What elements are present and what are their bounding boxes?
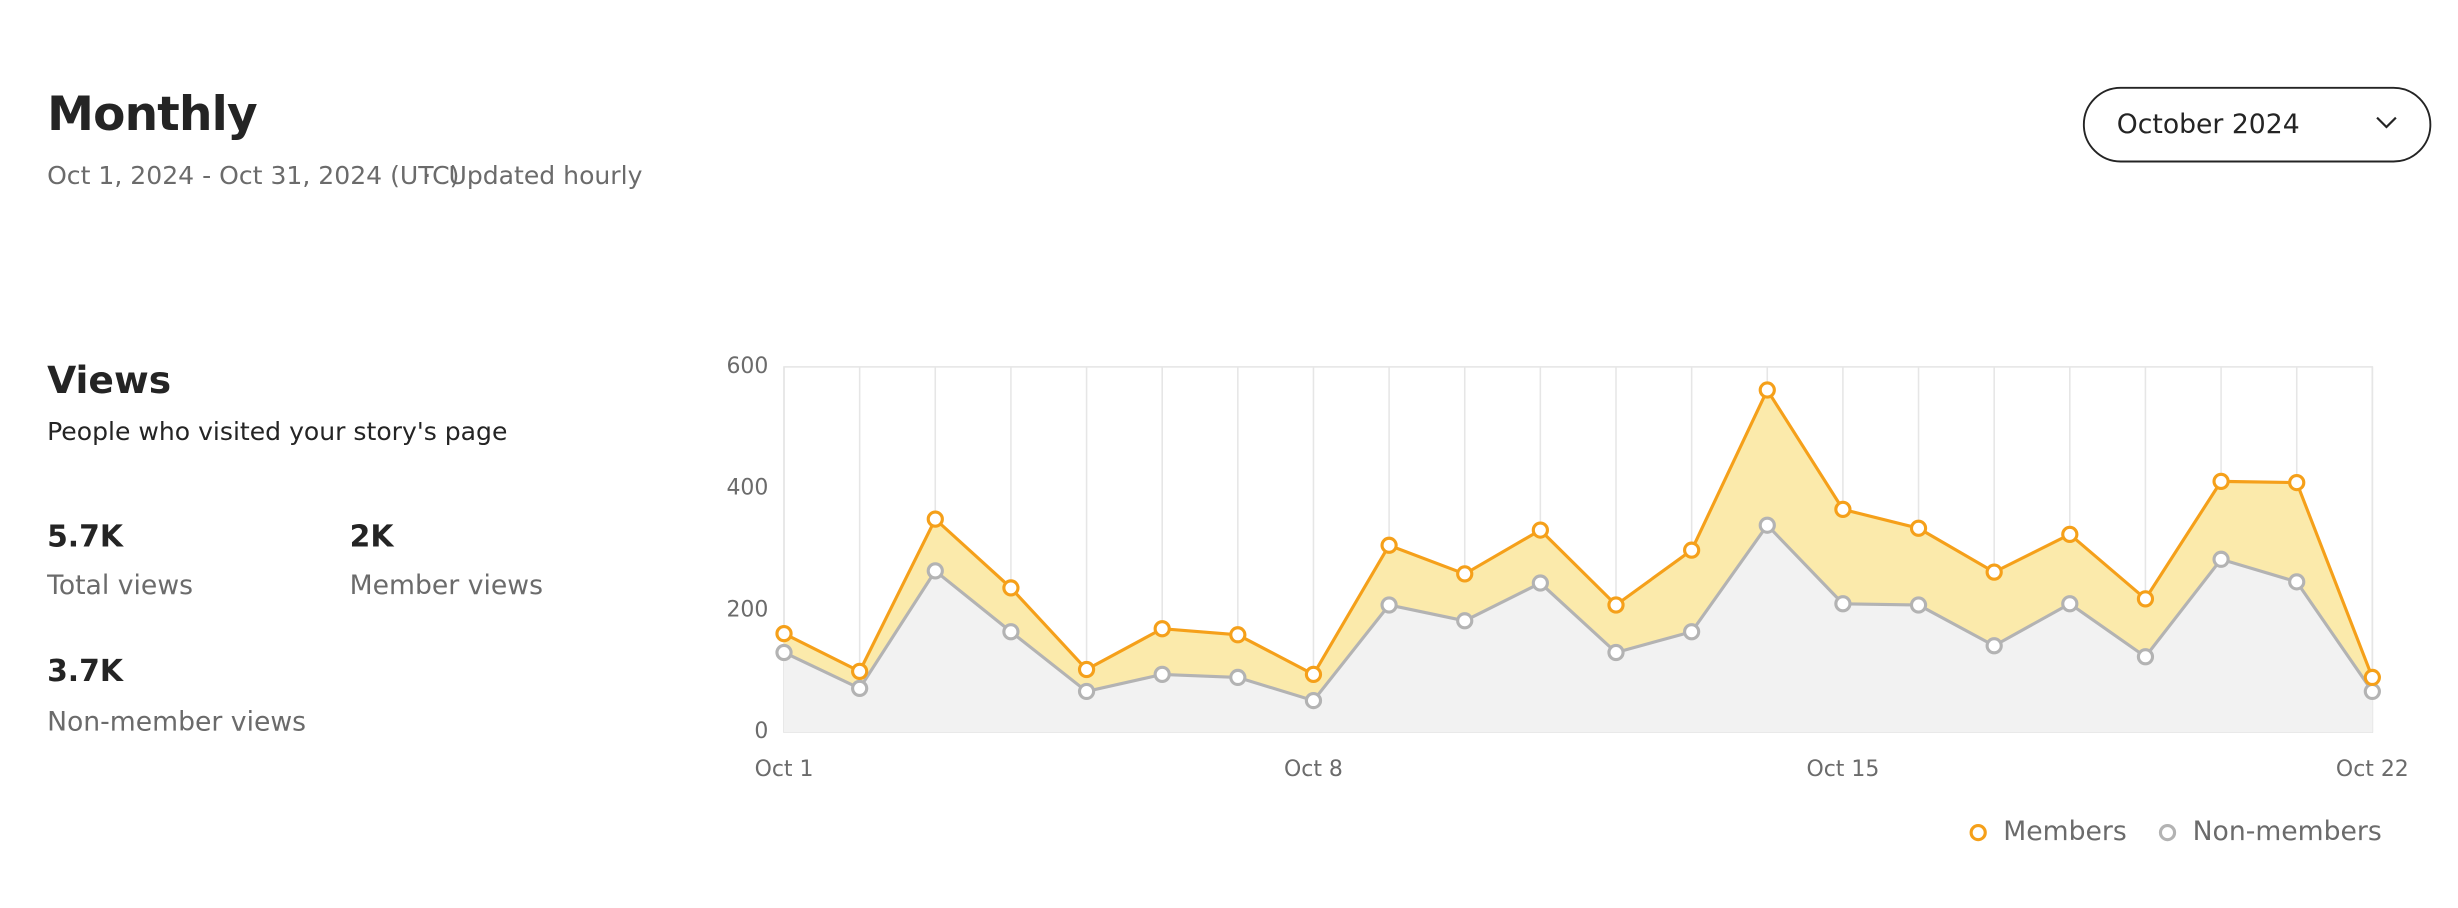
data-point [2363,668,2381,687]
data-point [1683,623,1701,641]
data-point [2136,648,2155,666]
data-point [1985,563,2003,581]
stat-label: Total views [46,570,193,601]
data-point [1531,574,1549,592]
data-point [1909,596,1928,614]
data-point [1758,381,1776,399]
data-point [1683,541,1701,559]
data-point [2288,573,2306,591]
data-point [1607,596,1625,614]
data-point [2061,595,2079,613]
stat-value: 5.7K [47,519,124,554]
data-point [926,562,944,580]
chevron-icon[interactable] [2376,116,2397,129]
legend-label: Non-members [2193,816,2382,847]
views-chart: 0 200 400 600 Oct 1 Oct 8 Oct 15 Oct 22 Members N… [726,354,2408,847]
data-point [2363,682,2381,701]
data-point [775,624,793,643]
area-fill [784,525,2373,733]
data-point [1607,643,1625,662]
stat-value: 2K [350,519,395,554]
x-tick-label: Oct 8 [1284,757,1343,782]
legend-marker [1969,823,1987,842]
stat-value: 3.7K [47,654,124,689]
data-point [1380,536,1398,554]
data-point [1531,521,1549,539]
x-tick-label: Oct 22 [2336,757,2409,782]
page-title: Monthly [47,87,257,142]
data-point [1909,519,1928,537]
series-line [783,386,2374,679]
data-point [1153,620,1171,638]
data-point [926,510,944,528]
data-point [1153,665,1171,684]
legend-marker [2158,823,2177,842]
y-tick-label: 200 [726,597,768,622]
legend-label: Members [2003,816,2126,847]
section-title: Views [47,358,171,402]
date-range: Oct 1, 2024 - Oct 31, 2024 (UTC) [47,161,459,190]
data-point [1758,516,1776,534]
data-point [1304,691,1323,710]
section-description: People who visited your story's page [47,417,507,446]
data-point [2136,590,2155,608]
series-line [783,522,2374,703]
separator: · [423,161,431,190]
update-note: Updated hourly [448,161,642,190]
stat-label: Non-member views [47,706,306,737]
data-point [1002,623,1020,641]
dropdown-value[interactable]: October 2024 [2117,109,2300,140]
data-point [1229,668,1247,687]
dropdown-box[interactable] [2082,86,2432,163]
data-point [1456,612,1474,630]
data-point [775,643,793,662]
data-point [2288,473,2306,492]
data-point [2212,472,2230,490]
y-tick-label: 400 [726,476,768,501]
data-point [1456,565,1474,583]
y-tick-label: 600 [726,354,768,379]
data-point [1985,637,2003,655]
data-point [1834,500,1852,519]
stat-label: Member views [350,570,543,601]
month-dropdown[interactable]: October 2024 [2082,86,2432,163]
y-tick-label: 0 [754,719,768,744]
area-fill [784,390,2373,701]
data-point [1834,595,1852,613]
x-tick-label: Oct 15 [1806,757,1879,782]
data-point [1380,596,1398,614]
data-point [1077,660,1096,679]
data-point [1002,579,1020,597]
data-point [1304,665,1323,684]
data-point [1229,626,1247,644]
data-point [851,662,869,680]
x-tick-label: Oct 1 [755,757,814,782]
data-point [2061,525,2079,543]
data-point [2212,550,2230,568]
data-point [1077,682,1096,701]
data-point [851,679,869,698]
